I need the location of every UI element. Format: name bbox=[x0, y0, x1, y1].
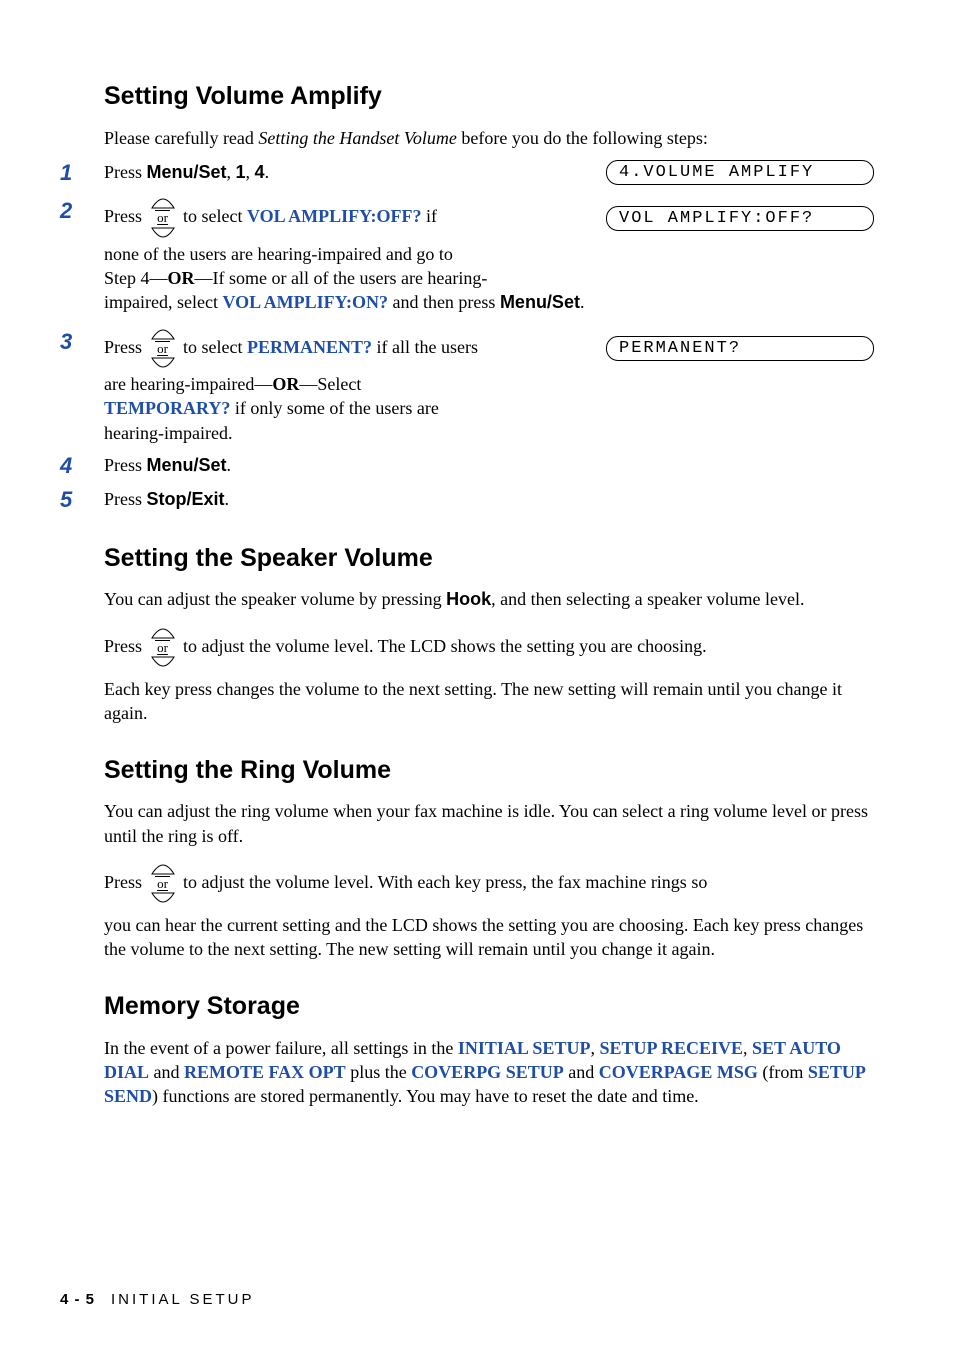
heading-volume-amplify: Setting Volume Amplify bbox=[104, 80, 874, 114]
step-number: 5 bbox=[60, 487, 104, 513]
step-continuation: none of the users are hearing-impaired a… bbox=[104, 242, 874, 315]
or-text: or bbox=[155, 876, 170, 891]
text: , bbox=[227, 162, 236, 182]
text: Press bbox=[104, 336, 147, 356]
heading-speaker-volume: Setting the Speaker Volume bbox=[104, 542, 874, 576]
step-continuation: are hearing-impaired—OR—Select TEMPORARY… bbox=[104, 372, 874, 445]
text: In the event of a power failure, all set… bbox=[104, 1038, 458, 1058]
page-footer: 4 - 5 INITIAL SETUP bbox=[60, 1290, 254, 1310]
text: impaired, select bbox=[104, 292, 222, 312]
text: . bbox=[265, 162, 270, 182]
text: and bbox=[149, 1062, 184, 1082]
text: —If some or all of the users are hearing… bbox=[195, 268, 488, 288]
paragraph: You can adjust the ring volume when your… bbox=[104, 799, 874, 848]
intro-paragraph: Please carefully read Setting the Handse… bbox=[104, 126, 874, 150]
setting-name: COVERPG SETUP bbox=[411, 1062, 564, 1082]
paragraph: Each key press changes the volume to the… bbox=[104, 677, 874, 726]
lcd-display: 4.VOLUME AMPLIFY bbox=[606, 160, 874, 185]
text: (from bbox=[758, 1062, 808, 1082]
text: if all the users bbox=[372, 336, 478, 356]
text: if only some of the users are bbox=[230, 398, 438, 418]
or-text: or bbox=[155, 210, 170, 225]
text: . bbox=[227, 455, 232, 475]
paragraph: Press or to adjust the volume level. The… bbox=[104, 628, 874, 667]
ui-label: Menu/Set bbox=[500, 292, 580, 312]
or-text: or bbox=[155, 341, 170, 356]
ui-label: Menu/Set bbox=[147, 162, 227, 182]
text: , and then selecting a speaker volume le… bbox=[491, 589, 804, 609]
setting-name: INITIAL SETUP bbox=[458, 1038, 591, 1058]
text-bold: OR bbox=[168, 268, 195, 288]
up-down-or-icon: or bbox=[151, 628, 175, 667]
lcd-display: VOL AMPLIFY:OFF? bbox=[606, 206, 874, 231]
text: . bbox=[225, 489, 230, 509]
step-1: 1 Press Menu/Set, 1, 4. 4.VOLUME AMPLIFY bbox=[104, 160, 874, 186]
text: plus the bbox=[346, 1062, 412, 1082]
heading-ring-volume: Setting the Ring Volume bbox=[104, 754, 874, 788]
page-number: 4 - 5 bbox=[60, 1291, 95, 1308]
heading-memory-storage: Memory Storage bbox=[104, 990, 874, 1024]
step-text: Press or to select VOL AMPLIFY:OFF? if bbox=[104, 198, 590, 237]
text-bold: OR bbox=[272, 374, 299, 394]
step-number: 1 bbox=[60, 160, 104, 186]
text: Step 4— bbox=[104, 268, 168, 288]
step-number: 3 bbox=[60, 329, 104, 355]
text: Press bbox=[104, 162, 147, 182]
ui-label: Hook bbox=[446, 589, 491, 609]
text: and bbox=[564, 1062, 599, 1082]
step-number: 4 bbox=[60, 453, 104, 479]
step-2: 2 Press or to select VOL AMPLIFY:OFF? if… bbox=[104, 198, 874, 314]
option-label: PERMANENT? bbox=[247, 336, 372, 356]
text: , bbox=[743, 1038, 752, 1058]
paragraph: Press or to adjust the volume level. Wit… bbox=[104, 864, 874, 903]
option-label: VOL AMPLIFY:ON? bbox=[222, 292, 388, 312]
paragraph: you can hear the current setting and the… bbox=[104, 913, 874, 962]
setting-name: REMOTE FAX OPT bbox=[184, 1062, 346, 1082]
paragraph: In the event of a power failure, all set… bbox=[104, 1036, 874, 1109]
step-3: 3 Press or to select PERMANENT? if all t… bbox=[104, 329, 874, 445]
text: Press bbox=[104, 206, 147, 226]
text: to adjust the volume level. With each ke… bbox=[179, 872, 708, 892]
step-5: 5 Press Stop/Exit. bbox=[104, 487, 874, 513]
text: Press bbox=[104, 635, 147, 655]
step-text: Press or to select PERMANENT? if all the… bbox=[104, 329, 590, 368]
text: to select bbox=[179, 206, 247, 226]
text: hearing-impaired. bbox=[104, 421, 874, 445]
text: Press bbox=[104, 489, 147, 509]
text: ) functions are stored permanently. You … bbox=[152, 1086, 699, 1106]
setting-name: SETUP RECEIVE bbox=[599, 1038, 743, 1058]
ui-label: 4 bbox=[255, 162, 265, 182]
ui-label: 1 bbox=[236, 162, 246, 182]
text: before you do the following steps: bbox=[457, 128, 708, 148]
up-down-or-icon: or bbox=[151, 198, 175, 237]
option-label: VOL AMPLIFY:OFF? bbox=[247, 206, 421, 226]
text-italic: Setting the Handset Volume bbox=[258, 128, 456, 148]
step-4: 4 Press Menu/Set. bbox=[104, 453, 874, 479]
ui-label: Menu/Set bbox=[147, 455, 227, 475]
text: Press bbox=[104, 455, 147, 475]
text: —Select bbox=[299, 374, 361, 394]
ui-label: Stop/Exit bbox=[147, 489, 225, 509]
step-text: Press Menu/Set, 1, 4. bbox=[104, 160, 590, 184]
text: to adjust the volume level. The LCD show… bbox=[179, 635, 707, 655]
text: , bbox=[246, 162, 255, 182]
step-number: 2 bbox=[60, 198, 104, 224]
text: . bbox=[580, 292, 585, 312]
text: Press bbox=[104, 872, 147, 892]
text: are hearing-impaired— bbox=[104, 374, 272, 394]
or-text: or bbox=[155, 640, 170, 655]
setting-name: COVERPAGE MSG bbox=[599, 1062, 758, 1082]
up-down-or-icon: or bbox=[151, 864, 175, 903]
text: Please carefully read bbox=[104, 128, 258, 148]
text: none of the users are hearing-impaired a… bbox=[104, 242, 874, 266]
up-down-or-icon: or bbox=[151, 329, 175, 368]
option-label: TEMPORARY? bbox=[104, 398, 230, 418]
text: to select bbox=[179, 336, 247, 356]
text: and then press bbox=[388, 292, 500, 312]
paragraph: You can adjust the speaker volume by pre… bbox=[104, 587, 874, 611]
text: You can adjust the speaker volume by pre… bbox=[104, 589, 446, 609]
text: if bbox=[421, 206, 437, 226]
lcd-display: PERMANENT? bbox=[606, 336, 874, 361]
section-name: INITIAL SETUP bbox=[111, 1291, 254, 1308]
